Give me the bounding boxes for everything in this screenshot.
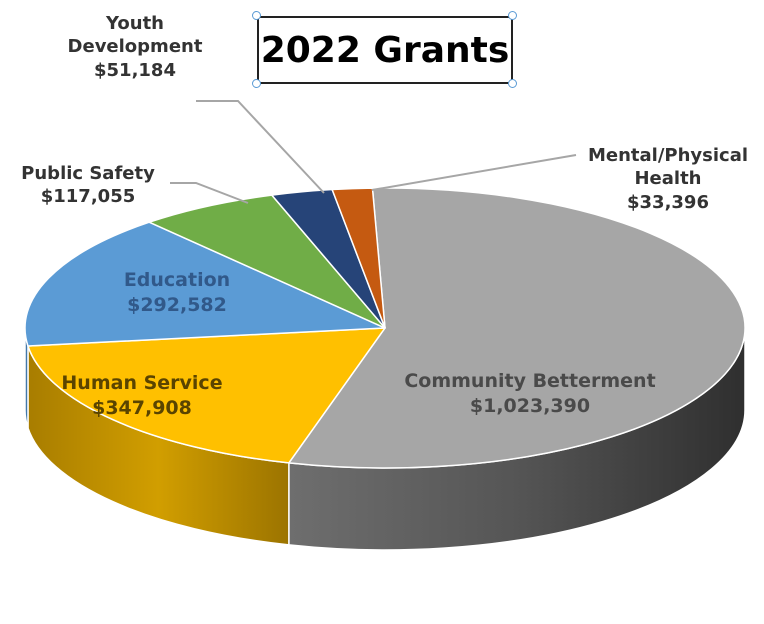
value-label-public-safety: $117,055 [40,186,136,208]
value-label-youth-development: $51,184 [94,59,176,81]
category-label-mental-line1: Mental/Physical [587,145,749,166]
slice-human-service[interactable] [27,327,386,464]
value-label-community-betterment: $1,023,390 [469,394,591,417]
value-label-human-service: $347,908 [92,396,192,419]
category-label-mental-line2: Health [634,168,702,190]
resize-handle-bottom-right[interactable] [508,79,517,88]
value-label-mental-physical-health: $33,396 [627,191,709,213]
slice-public-safety[interactable] [148,194,386,329]
leader-line-youth-development [196,100,325,194]
label-mental-physical-health: Mental/Physical Health $33,396 [570,144,764,214]
slice-community-betterment[interactable] [288,187,746,469]
label-community-betterment: Community Betterment $1,023,390 [380,369,680,418]
slice-mental-physical-health[interactable] [331,187,386,329]
category-label-education: Education [123,269,231,291]
resize-handle-top-left[interactable] [252,11,261,20]
chart-title: 2022 Grants [260,29,510,71]
category-label-youth-development: Youth Development [67,13,203,58]
category-label-human-service: Human Service [61,372,223,394]
category-label-community-betterment: Community Betterment [404,370,656,392]
leader-line-mental-physical-health [371,154,577,191]
category-label-public-safety: Public Safety [21,163,155,184]
resize-handle-top-right[interactable] [508,11,517,20]
label-public-safety: Public Safety $117,055 [8,162,168,209]
chart-title-box[interactable]: 2022 Grants [257,16,513,84]
label-human-service: Human Service $347,908 [42,371,242,420]
leader-line-public-safety [170,182,249,204]
resize-handle-bottom-left[interactable] [252,79,261,88]
slice-education[interactable] [24,221,386,347]
label-education: Education $292,582 [82,268,272,317]
label-youth-development: Youth Development $51,184 [40,12,230,82]
value-label-education: $292,582 [127,293,227,316]
